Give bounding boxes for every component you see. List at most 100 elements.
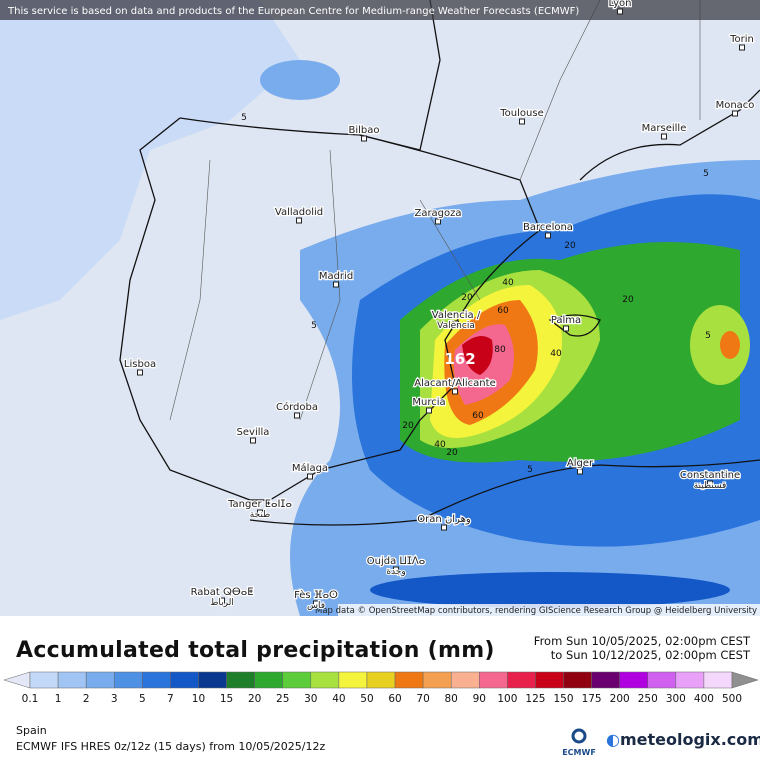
contour-label: 60	[472, 411, 484, 421]
colorbar: 0.1 1 2 3 5 7 10 15 20 25 30 40 50 60 70 80 90 100 125 150 1…	[3, 671, 759, 705]
colorbar-cell	[450, 671, 480, 689]
city-marker	[313, 600, 319, 607]
city-label: Oujda ⵡⵊⴷⴰ	[367, 556, 426, 567]
colorbar-cell	[422, 671, 452, 689]
city-alt-label: الرباط	[210, 598, 234, 608]
legend-title: Accumulated total precipitation (mm)	[16, 638, 495, 663]
logo-mark: ◐	[606, 730, 620, 749]
colorbar-label: 25	[276, 693, 289, 705]
city-marker	[296, 217, 302, 224]
colorbar-label: 40	[332, 693, 345, 705]
colorbar-label: 400	[694, 693, 714, 705]
colorbar-cell	[535, 671, 564, 689]
city-alt-label: فاس	[307, 601, 325, 611]
city-label: Zaragoza	[414, 208, 461, 219]
colorbar-cell	[675, 671, 705, 689]
city-alt-label: قسنطينة	[694, 481, 727, 491]
contour-label: 20	[402, 421, 414, 431]
colorbar-cell	[619, 671, 649, 689]
logo-text: meteologix.com	[619, 730, 760, 749]
city-label: Oran وهران	[417, 514, 471, 525]
colorbar-label: 90	[473, 693, 486, 705]
colorbar-cell	[647, 671, 677, 689]
colorbar-cell	[198, 671, 227, 689]
city-marker	[219, 597, 225, 604]
cities: Lyon Torin Monaco Toulouse Marseille Bilbao Va…	[123, 0, 756, 612]
colorbar-cell	[563, 671, 592, 689]
colorbar-label: 175	[582, 693, 602, 705]
colorbar-label: 20	[248, 693, 261, 705]
city-label: Valencia /	[432, 310, 481, 321]
model-run: ECMWF IFS HRES 0z/12z (15 days) from 10/…	[16, 740, 326, 753]
city-label: Torin	[729, 34, 754, 45]
contour-label: 60	[497, 306, 509, 316]
contour-label: 40	[434, 440, 446, 450]
colorbar-label: 10	[192, 693, 205, 705]
city-marker	[257, 509, 263, 516]
city-alt-label: València	[437, 320, 475, 331]
colorbar-label: 70	[416, 693, 429, 705]
colorbar-label: 1	[55, 693, 62, 705]
city-marker	[577, 468, 583, 475]
city-label: Córdoba	[276, 401, 318, 413]
city-alt-label: طنجة	[250, 510, 271, 520]
contour-label: 80	[494, 345, 506, 355]
city-label: Málaga	[292, 462, 328, 474]
attribution-box	[338, 604, 760, 616]
ecmwf-notice: This service is based on data and produc…	[7, 6, 579, 17]
map: This service is based on data and produc…	[0, 0, 760, 616]
city-label: Rabat ⵕⴱⴰⵟ	[191, 587, 254, 598]
city-label: Bilbao	[348, 125, 379, 136]
city-label: Tanger ⵟⴰⵏⵊⴰ	[227, 499, 292, 510]
city-marker	[452, 388, 458, 395]
city-marker	[426, 407, 432, 414]
map-attribution: Map data © OpenStreetMap contributors, r…	[315, 606, 757, 616]
city-marker	[137, 369, 143, 376]
time-range: From Sun 10/05/2025, 02:00pm CEST to Sun …	[534, 634, 750, 662]
ecmwf-icon	[571, 728, 587, 744]
colorbar-cell	[366, 671, 396, 689]
attribution-bar	[0, 0, 760, 20]
colorbar-cell	[142, 671, 171, 689]
city-marker	[563, 325, 569, 332]
colorbar-cell	[85, 671, 115, 689]
colorbar-label: 100	[497, 693, 517, 705]
city-label: Sevilla	[237, 427, 270, 438]
colorbar-label: 7	[167, 693, 174, 705]
contour-label: 20	[622, 295, 634, 305]
colorbar-cell	[479, 671, 508, 689]
city-label: Fès ⴼⴰⵙ	[294, 589, 338, 601]
precipitation-field	[0, 0, 760, 616]
date-to: to Sun 10/12/2025, 02:00pm CEST	[550, 648, 750, 662]
colorbar-label: 3	[111, 693, 118, 705]
colorbar-cell	[254, 671, 283, 689]
city-marker	[441, 524, 447, 531]
city-marker	[453, 320, 459, 327]
city-marker	[294, 412, 300, 419]
colorbar-label: 50	[360, 693, 373, 705]
city-label: Toulouse	[499, 108, 543, 119]
colorbar-label: 15	[220, 693, 233, 705]
colorbar-label: 80	[445, 693, 458, 705]
meteologix-logo: ◐meteologix.com	[606, 730, 760, 749]
contour-label: 162	[444, 350, 475, 368]
colorbar-label: 200	[610, 693, 630, 705]
city-label: Murcia	[412, 397, 445, 408]
city-label: Lyon	[608, 0, 631, 9]
city-label: Madrid	[319, 271, 353, 282]
city-label: Marseille	[642, 123, 687, 134]
city-label: Monaco	[716, 100, 755, 111]
coastlines	[119, 0, 760, 526]
colorbar-label: 5	[139, 693, 146, 705]
colorbar-label: 150	[553, 693, 573, 705]
colorbar-cell	[310, 671, 340, 689]
city-marker	[519, 118, 525, 125]
contour-label: 5	[703, 169, 709, 179]
colorbar-label: 2	[83, 693, 90, 705]
city-marker	[739, 44, 745, 51]
contour-label: 20	[564, 241, 576, 251]
city-marker	[707, 480, 713, 487]
contour-label: 5	[241, 113, 247, 123]
